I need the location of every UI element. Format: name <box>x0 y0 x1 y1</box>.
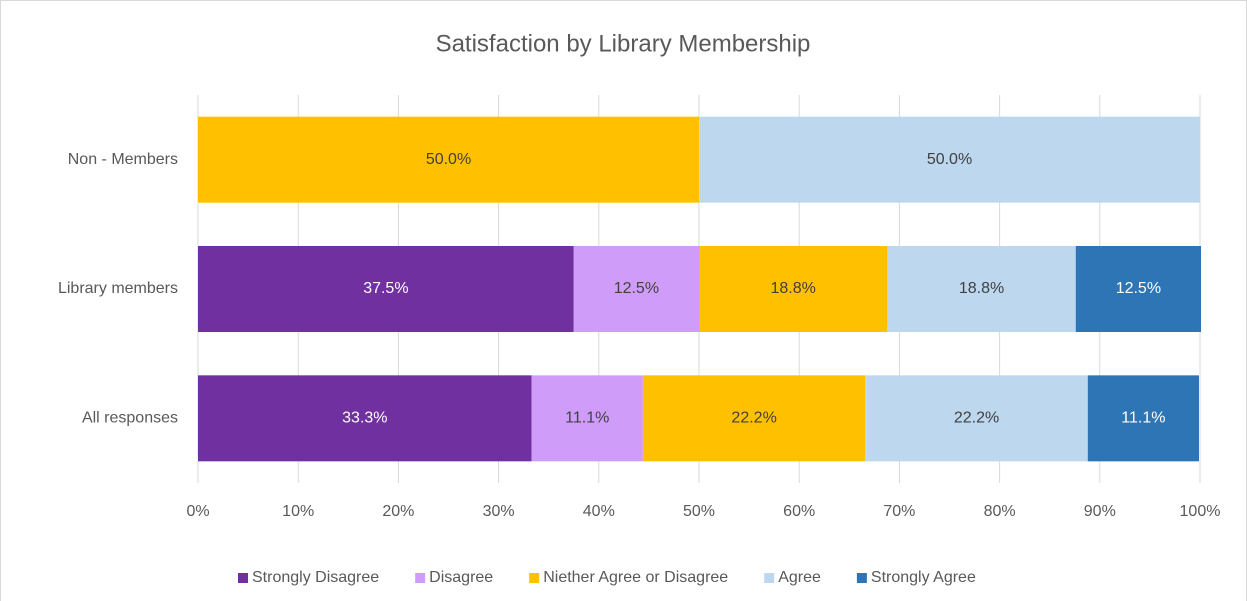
data-label: 22.2% <box>731 410 776 427</box>
legend-label: Disagree <box>429 569 493 586</box>
x-tick-label: 10% <box>282 503 314 520</box>
x-tick-label: 80% <box>984 503 1016 520</box>
legend-swatch <box>529 573 540 583</box>
data-label: 50.0% <box>426 151 471 168</box>
bar-segment <box>1087 375 1199 462</box>
x-tick-label: 50% <box>683 503 715 520</box>
chart-title: Satisfaction by Library Membership <box>436 30 811 57</box>
legend-label: Strongly Agree <box>871 569 976 586</box>
bar-segment <box>531 375 643 462</box>
bar-segment <box>865 375 1088 462</box>
data-label: 18.8% <box>771 280 816 297</box>
y-tick-label: Library members <box>58 280 178 297</box>
bar-segment <box>887 246 1076 332</box>
legend-label: Niether Agree or Disagree <box>543 569 728 586</box>
legend-swatch <box>238 573 248 583</box>
data-label: 11.1% <box>565 410 609 427</box>
bar-segment <box>198 116 699 203</box>
x-tick-label: 90% <box>1084 503 1116 520</box>
x-tick-label: 0% <box>186 503 209 520</box>
x-tick-label: 100% <box>1180 503 1221 520</box>
x-tick-label: 20% <box>382 503 414 520</box>
x-tick-label: 70% <box>883 503 915 520</box>
y-tick-label: Non - Members <box>68 151 178 168</box>
data-label: 37.5% <box>363 280 408 297</box>
bar-segment <box>699 116 1200 203</box>
x-tick-label: 40% <box>583 503 615 520</box>
x-tick-label: 60% <box>783 503 815 520</box>
legend-label: Agree <box>778 569 821 586</box>
bar-segment <box>642 375 866 462</box>
bar-segment <box>1075 246 1202 332</box>
legend-swatch <box>856 573 867 583</box>
x-tick-label: 30% <box>483 503 515 520</box>
bar-segment <box>198 375 532 462</box>
data-label: 12.5% <box>614 280 659 297</box>
bar-segment <box>699 246 888 332</box>
bar-segment <box>573 246 699 332</box>
legend-swatch <box>415 573 426 583</box>
legend-swatch <box>764 573 775 583</box>
data-label: 33.3% <box>342 410 387 427</box>
data-label: 11.1% <box>1121 410 1165 427</box>
bar-segment <box>198 246 574 332</box>
y-tick-label: All responses <box>82 410 178 427</box>
data-label: 22.2% <box>954 410 999 427</box>
data-label: 50.0% <box>927 151 972 168</box>
data-label: 12.5% <box>1116 280 1161 297</box>
legend-label: Strongly Disagree <box>252 569 379 586</box>
data-label: 18.8% <box>959 280 1004 297</box>
